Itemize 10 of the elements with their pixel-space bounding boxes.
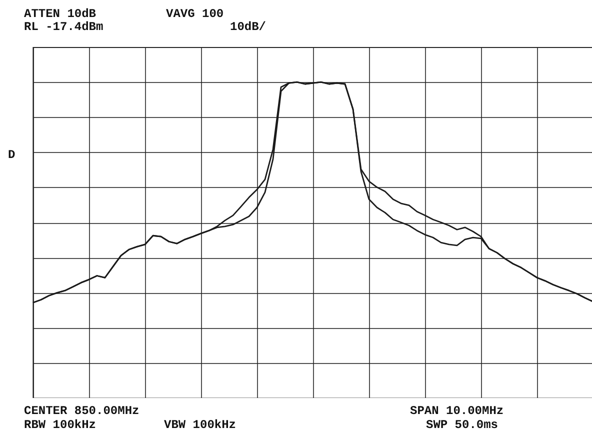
text: SPAN 10.00MHz: [410, 404, 504, 418]
text: D: [8, 148, 16, 162]
text: 10dB/: [230, 20, 266, 34]
text: RBW 100kHz: [24, 418, 96, 432]
text: VBW 100kHz: [164, 418, 236, 432]
text: CENTER 850.00MHz: [24, 404, 140, 418]
text: SWP 50.0ms: [426, 418, 498, 432]
text: RL -17.4dBm: [24, 20, 104, 34]
text: ATTEN 10dB: [24, 7, 96, 21]
text: VAVG 100: [166, 7, 224, 21]
